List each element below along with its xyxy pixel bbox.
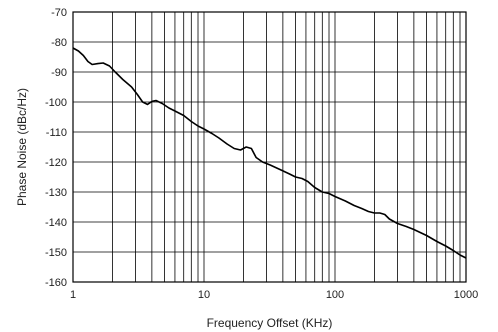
- y-tick-label: -110: [46, 127, 67, 139]
- y-tick-label: -100: [45, 97, 67, 109]
- x-tick-label: 10: [198, 289, 210, 301]
- y-tick-label: -160: [45, 277, 67, 289]
- gridlines: [73, 11, 466, 283]
- x-tick-label: 1: [70, 289, 76, 301]
- y-tick-label: -90: [51, 67, 67, 79]
- series-line: [72, 47, 467, 259]
- y-tick-labels: -70 -80 -90 -100 -110 -120 -130 -140 -150 -160: [45, 7, 67, 289]
- plot-area-frame: [72, 11, 467, 283]
- x-axis-label: Frequency Offset (KHz): [207, 316, 333, 330]
- y-tick-label: -140: [45, 217, 67, 229]
- y-tick-label: -150: [45, 247, 67, 259]
- y-axis-label: Phase Noise (dBc/Hz): [15, 88, 29, 206]
- y-tick-label: -70: [51, 7, 67, 19]
- x-tick-labels: 1 10 100 1000: [70, 289, 478, 301]
- y-tick-label: -130: [45, 187, 67, 199]
- y-tick-label: -80: [51, 37, 67, 49]
- y-tick-label: -120: [45, 157, 67, 169]
- x-tick-label: 1000: [454, 289, 478, 301]
- x-tick-label: 100: [326, 289, 344, 301]
